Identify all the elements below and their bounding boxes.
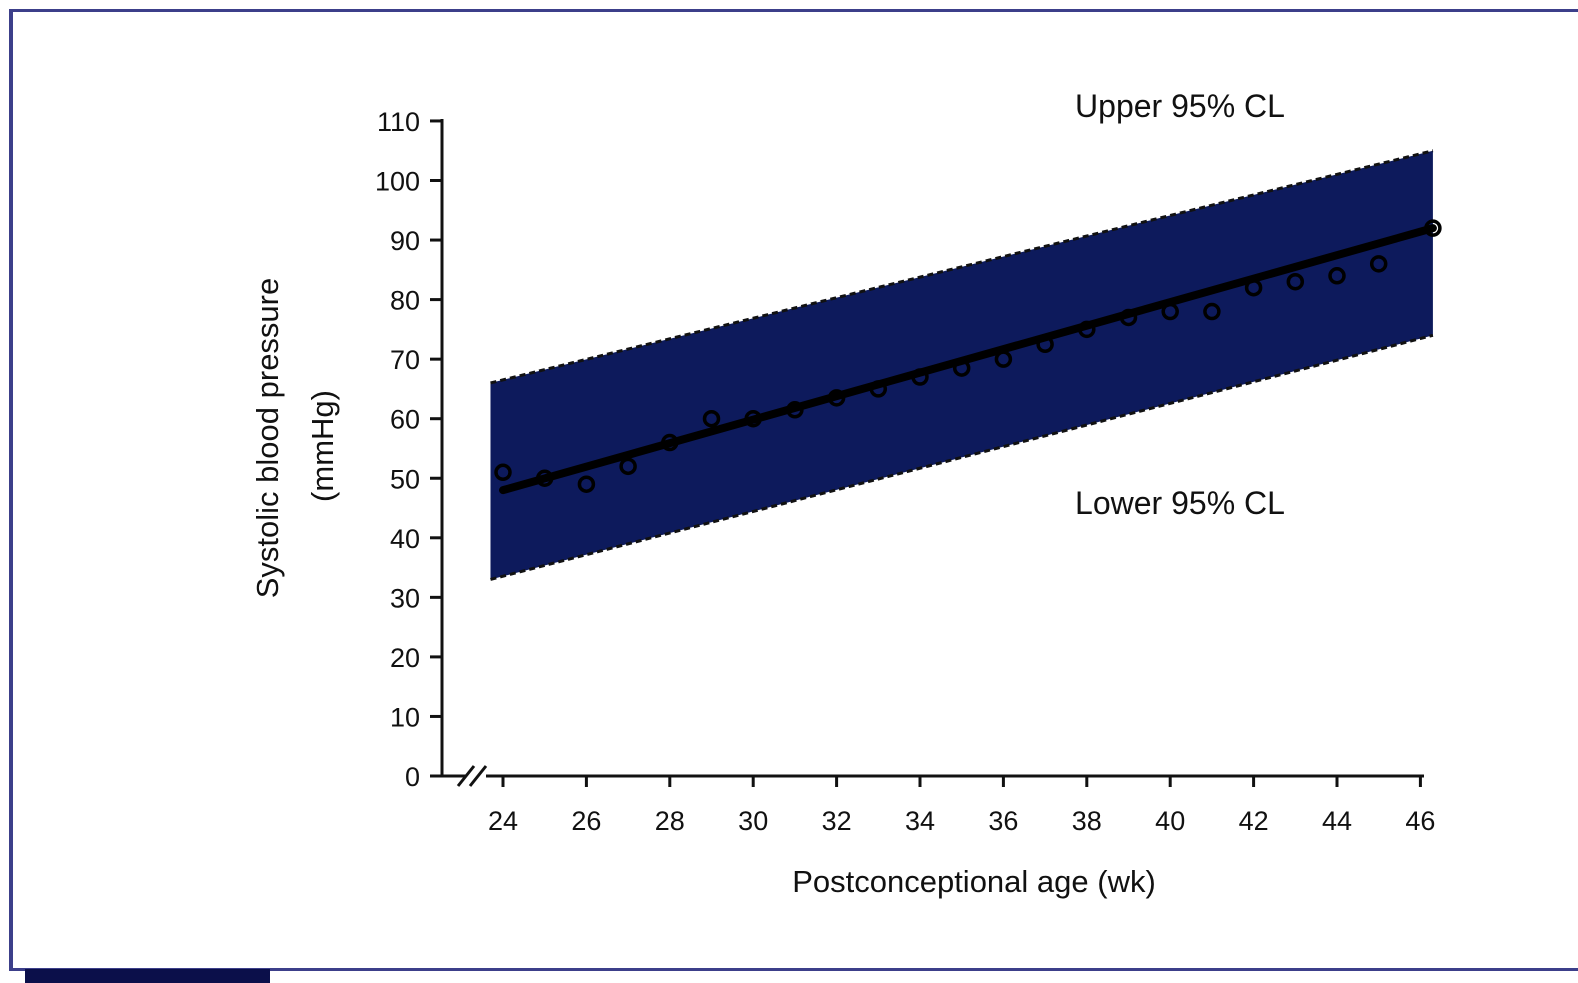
y-axis-title: Systolic blood pressure <box>250 278 285 599</box>
y-tick-label: 50 <box>390 464 420 494</box>
y-tick-label: 90 <box>390 226 420 256</box>
data-point <box>786 401 804 419</box>
data-point <box>1119 308 1138 327</box>
upper-cl-label: Upper 95% CL <box>1075 88 1285 124</box>
data-point <box>1369 255 1388 273</box>
data-point <box>494 463 512 482</box>
x-axis-title: Postconceptional age (wk) <box>792 864 1156 899</box>
data-point <box>619 457 637 476</box>
figure-bottom-tab <box>25 969 270 983</box>
data-point <box>1203 302 1221 321</box>
lower-cl-line <box>490 333 1434 581</box>
data-point <box>1161 302 1179 321</box>
x-tick-label: 34 <box>905 806 935 836</box>
data-point <box>1424 219 1442 237</box>
y-axis-unit: (mmHg) <box>305 390 340 502</box>
data-point <box>994 350 1013 368</box>
figure-bottom-rule <box>12 968 1578 971</box>
data-point <box>661 433 679 452</box>
y-tick-label: 100 <box>375 167 420 197</box>
data-point <box>1036 335 1054 354</box>
confidence-band <box>490 150 1433 580</box>
y-tick-label: 60 <box>390 405 420 435</box>
x-tick-label: 40 <box>1155 806 1185 836</box>
data-point <box>827 389 846 407</box>
data-point <box>1286 272 1305 291</box>
data-point <box>911 368 929 386</box>
x-tick-label: 38 <box>1072 806 1102 836</box>
data-point <box>702 409 721 428</box>
x-tick-label: 36 <box>988 806 1018 836</box>
axis-break-mark <box>456 765 476 787</box>
data-point <box>952 359 971 377</box>
data-point <box>577 475 596 493</box>
lower-cl-label: Lower 95% CL <box>1075 485 1285 521</box>
regression-line <box>499 224 1437 495</box>
upper-cl-line <box>490 149 1434 385</box>
y-tick-label: 30 <box>390 583 420 613</box>
data-point <box>744 409 762 428</box>
data-point <box>1078 320 1096 339</box>
data-point <box>1328 267 1346 285</box>
y-tick-label: 80 <box>390 286 420 316</box>
data-point <box>1244 278 1263 297</box>
y-tick-label: 110 <box>377 107 420 137</box>
x-tick-label: 32 <box>822 806 852 836</box>
data-point <box>535 469 554 487</box>
x-tick-label: 28 <box>655 806 685 836</box>
figure-frame <box>9 9 1578 971</box>
x-tick-label: 26 <box>571 806 601 836</box>
axis-break-mark <box>468 765 488 787</box>
data-point <box>869 380 888 398</box>
x-tick-label: 44 <box>1322 806 1352 836</box>
y-tick-label: 70 <box>390 345 420 375</box>
x-tick-label: 24 <box>488 806 518 836</box>
y-tick-label: 40 <box>390 524 420 554</box>
y-tick-label: 10 <box>390 702 420 732</box>
x-tick-label: 42 <box>1239 806 1269 836</box>
x-tick-label: 30 <box>738 806 768 836</box>
y-tick-label: 0 <box>405 762 420 792</box>
y-tick-label: 20 <box>390 643 420 673</box>
x-tick-label: 46 <box>1405 806 1435 836</box>
